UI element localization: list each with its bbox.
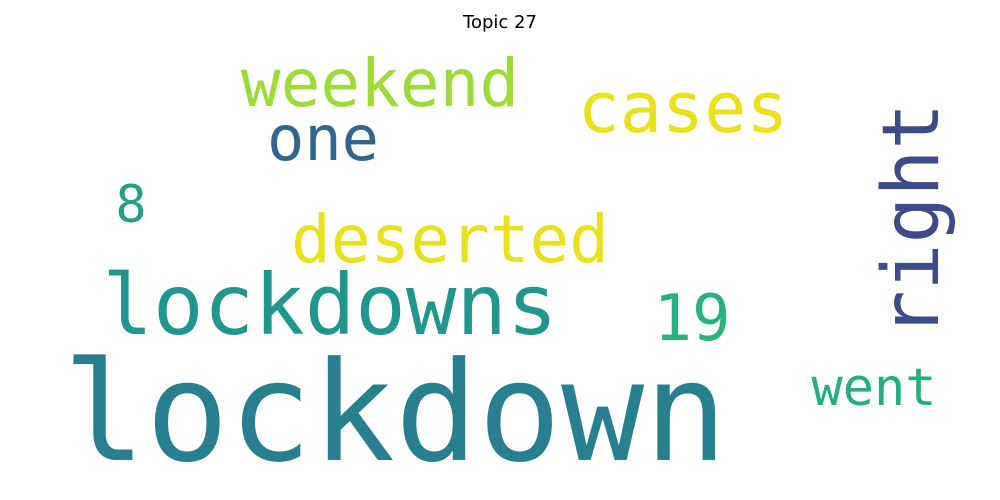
plot-title: Topic 27 bbox=[463, 12, 537, 33]
word-weekend: weekend bbox=[241, 45, 519, 122]
word-cases: cases bbox=[578, 67, 789, 149]
word-19: 19 bbox=[653, 282, 730, 356]
word-8: 8 bbox=[115, 175, 146, 235]
word-one: one bbox=[267, 102, 379, 175]
word-lockdowns: lockdowns bbox=[102, 256, 557, 354]
word-lockdown: lockdown bbox=[63, 332, 728, 493]
word-deserted: deserted bbox=[291, 201, 609, 278]
word-right: right bbox=[867, 103, 957, 338]
word-went: went bbox=[811, 358, 936, 418]
